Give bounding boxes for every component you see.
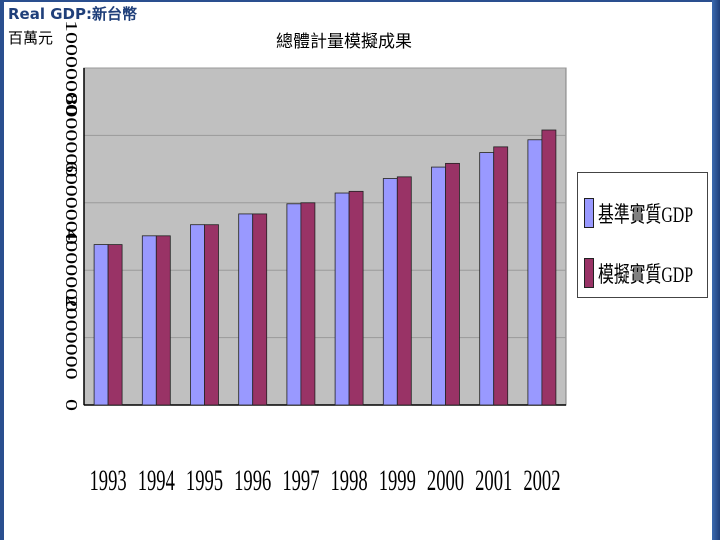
- y-tick-label: 8000000: [62, 93, 80, 177]
- y-tick-label: 6000000: [62, 161, 80, 245]
- y-tick-label: 10000000: [62, 20, 80, 116]
- legend-item-simulated: 模擬實質GDP: [584, 257, 720, 289]
- slide-right-border: [712, 0, 720, 540]
- bar-simulated-gdp: [107, 244, 123, 406]
- legend-label-baseline: 基準實質GDP: [598, 202, 694, 227]
- bar-baseline-gdp: [286, 203, 302, 406]
- x-tick-label: 1993: [90, 465, 127, 497]
- x-tick-label: 2001: [475, 465, 512, 497]
- bar-baseline-gdp: [334, 192, 350, 406]
- slide-left-border: [0, 0, 4, 540]
- y-tick-label: 4000000: [62, 228, 80, 312]
- bar-baseline-gdp: [431, 166, 446, 406]
- bar-baseline-gdp: [93, 244, 109, 406]
- x-tick-label: 1995: [186, 465, 223, 497]
- bar-simulated-gdp: [300, 202, 316, 406]
- x-tick-label: 1998: [331, 465, 368, 497]
- bar-baseline-gdp: [527, 139, 543, 406]
- bar-baseline-gdp: [479, 152, 495, 406]
- bar-baseline-gdp: [382, 178, 398, 406]
- x-tick-label: 2002: [523, 465, 560, 497]
- bar-simulated-gdp: [493, 146, 509, 406]
- bar-baseline-gdp: [190, 224, 205, 406]
- y-tick-label: 0: [62, 399, 80, 411]
- bar-simulated-gdp: [204, 224, 219, 406]
- bar-baseline-gdp: [141, 235, 157, 406]
- bar-baseline-gdp: [238, 213, 254, 406]
- chart-title: 總體計量模擬成果: [276, 32, 412, 52]
- legend-item-baseline: 基準實質GDP: [584, 197, 720, 229]
- y-axis-unit: 百萬元: [8, 29, 54, 47]
- bar-simulated-gdp: [348, 190, 364, 406]
- bar-simulated-gdp: [155, 235, 171, 406]
- y-tick-label: 2000000: [62, 296, 80, 380]
- legend-swatch-simulated: [584, 258, 594, 288]
- bar-simulated-gdp: [445, 162, 460, 406]
- legend-label-simulated: 模擬實質GDP: [598, 262, 694, 287]
- bar-simulated-gdp: [541, 129, 557, 406]
- x-tick-label: 1999: [379, 465, 416, 497]
- x-tick-label: 1994: [138, 465, 176, 497]
- legend-swatch-baseline: [584, 198, 594, 228]
- x-tick-label: 1996: [234, 465, 271, 497]
- x-tick-label: 1997: [282, 465, 319, 497]
- bar-simulated-gdp: [396, 176, 412, 406]
- slide-top-border: [0, 0, 720, 2]
- chart-legend: 基準實質GDP 模擬實質GDP: [577, 172, 708, 298]
- x-tick-label: 2000: [427, 465, 464, 497]
- bar-simulated-gdp: [252, 213, 268, 406]
- y-axis-title: Real GDP:新台幣: [8, 5, 137, 23]
